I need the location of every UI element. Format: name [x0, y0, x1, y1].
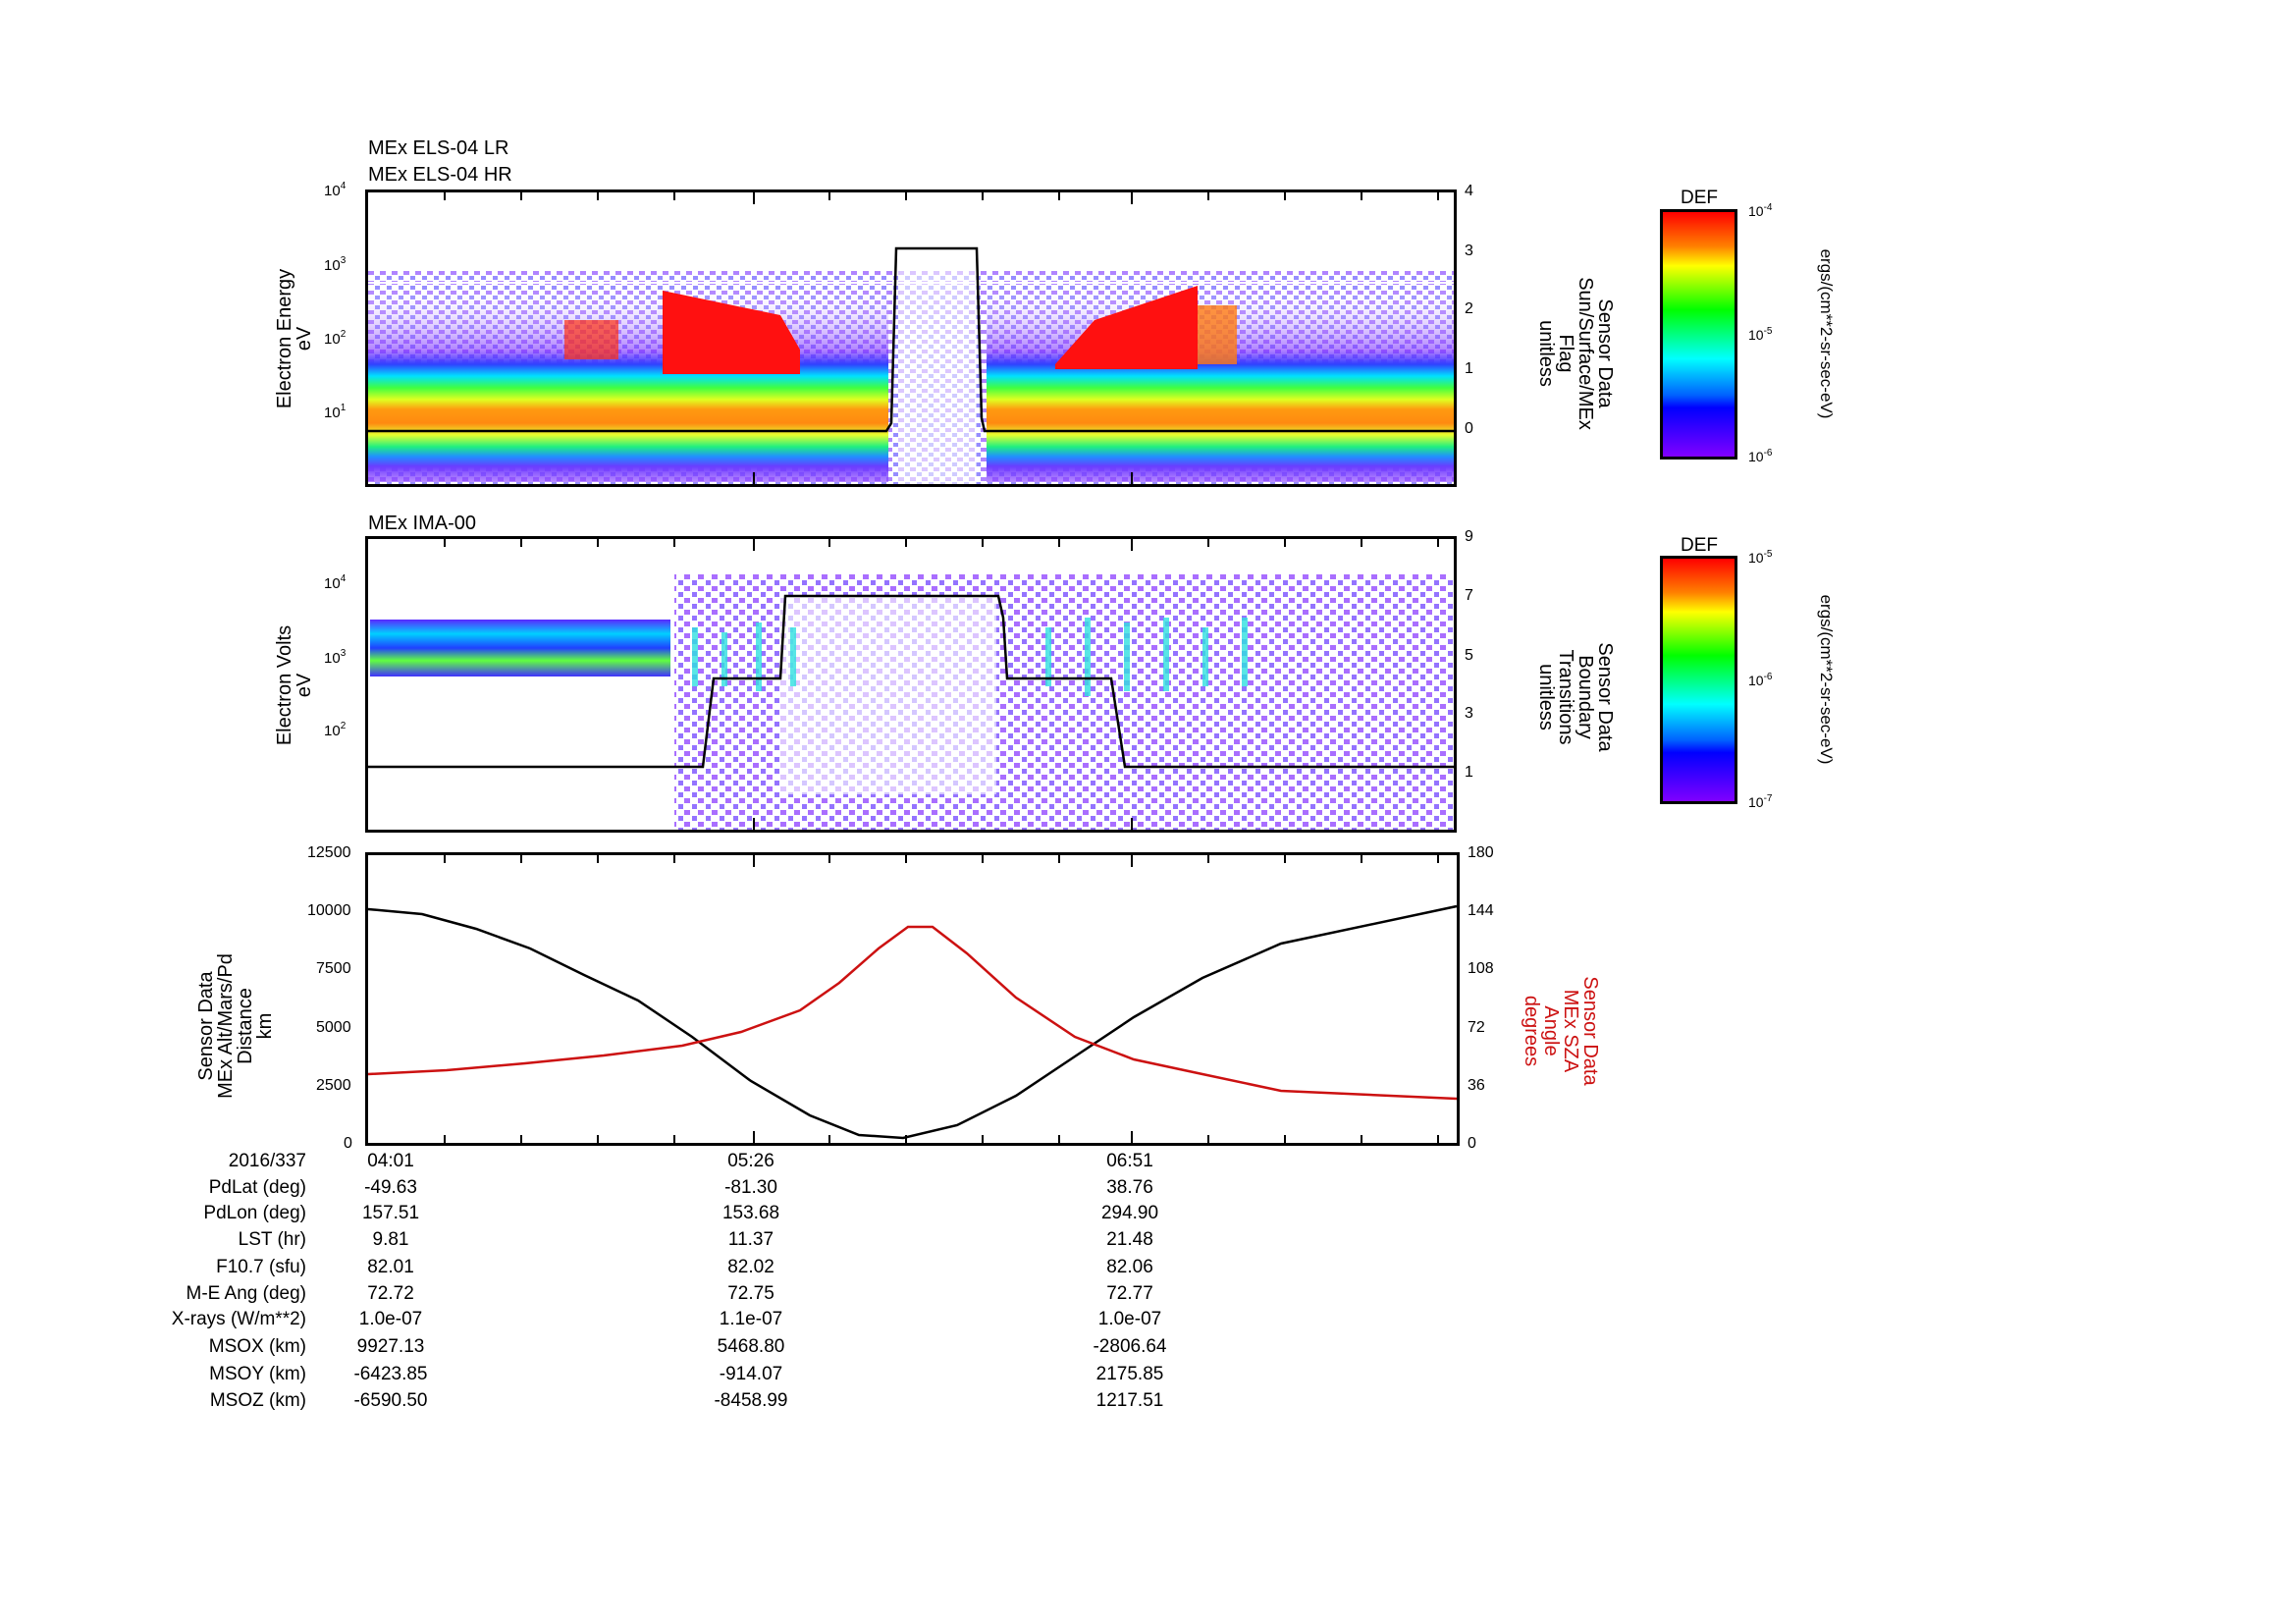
bottom-panel-right-label: Sensor Data MEx SZA Angle degrees — [1521, 976, 1601, 1086]
row-label: F10.7 (sfu) — [216, 1257, 306, 1277]
mid-rtick-9: 9 — [1465, 528, 1473, 545]
row-value: -81.30 — [724, 1177, 777, 1198]
row-value: 1.1e-07 — [719, 1309, 783, 1329]
row-value: 11.37 — [727, 1229, 774, 1250]
row-value: 1217.51 — [1095, 1390, 1164, 1411]
colorbar-2-units: ergs/(cm**2-sr-sec-eV) — [1817, 594, 1836, 765]
top-panel-ylabel: Electron Energy eV — [274, 268, 315, 409]
row-value: 294.90 — [1100, 1203, 1159, 1223]
colorbar-1-max: 10-4 — [1748, 202, 1773, 219]
mid-panel-ylabel: Electron Volts eV — [274, 624, 315, 746]
row-value: -2806.64 — [1093, 1336, 1167, 1357]
top-ytick-10e3: 103 — [324, 255, 347, 274]
bottom-rtick-72: 72 — [1468, 1019, 1485, 1036]
row-value: 153.68 — [721, 1203, 780, 1223]
row-value: 72.75 — [727, 1283, 774, 1304]
mid-rtick-1: 1 — [1465, 764, 1473, 781]
row-label: MSOY (km) — [209, 1364, 306, 1384]
time-label-3: 06:51 — [1106, 1151, 1153, 1171]
row-value: -49.63 — [364, 1177, 417, 1198]
mid-ytick-10e2: 102 — [324, 721, 347, 739]
bottom-rtick-144: 144 — [1468, 902, 1494, 919]
mid-ytick-10e4: 104 — [324, 573, 347, 592]
top-panel-right-label: Sensor Data Sun/Surface/MEx Flag unitless — [1535, 277, 1616, 430]
bottom-line-panel — [365, 852, 1460, 1146]
row-value: 157.51 — [361, 1203, 420, 1223]
row-label: MSOX (km) — [208, 1336, 306, 1357]
bottom-ytick-10000: 10000 — [307, 902, 351, 919]
row-value: 38.76 — [1106, 1177, 1153, 1198]
bottom-rtick-108: 108 — [1468, 960, 1494, 977]
row-value: 2175.85 — [1095, 1364, 1164, 1384]
mid-rtick-3: 3 — [1465, 705, 1473, 722]
row-value: 82.01 — [367, 1257, 414, 1277]
top-panel-title-2: MEx ELS-04 HR — [368, 164, 512, 186]
top-spectrogram-graphic — [368, 192, 1454, 484]
top-rtick-1: 1 — [1465, 360, 1473, 377]
top-panel-title-1: MEx ELS-04 LR — [368, 137, 509, 159]
row-value: 1.0e-07 — [358, 1309, 423, 1329]
time-label-1: 04:01 — [367, 1151, 414, 1171]
bottom-rtick-36: 36 — [1468, 1077, 1485, 1094]
mid-panel-right-label: Sensor Data Boundary Transitions unitless — [1535, 642, 1616, 752]
mid-rtick-7: 7 — [1465, 587, 1473, 604]
top-rtick-3: 3 — [1465, 243, 1473, 259]
bottom-rtick-0: 0 — [1468, 1135, 1476, 1152]
mid-panel-title: MEx IMA-00 — [368, 513, 477, 534]
bottom-ytick-0: 0 — [344, 1135, 352, 1152]
bottom-ytick-2500: 2500 — [316, 1077, 351, 1094]
row-label: PdLon (deg) — [203, 1203, 306, 1223]
top-ytick-10e1: 101 — [324, 403, 347, 421]
colorbar-1-min: 10-6 — [1748, 448, 1773, 464]
row-value: 82.06 — [1106, 1257, 1153, 1277]
row-value: 82.02 — [727, 1257, 774, 1277]
row-label: X-rays (W/m**2) — [171, 1309, 306, 1329]
time-label-2: 05:26 — [727, 1151, 774, 1171]
row-value: 72.72 — [367, 1283, 414, 1304]
top-rtick-0: 0 — [1465, 420, 1473, 437]
row-value: -914.07 — [719, 1364, 783, 1384]
row-value: -6590.50 — [353, 1390, 428, 1411]
top-ytick-10e4: 104 — [324, 181, 347, 199]
row-value: 72.77 — [1106, 1283, 1153, 1304]
top-ytick-10e2: 102 — [324, 329, 347, 348]
row-value: -6423.85 — [353, 1364, 428, 1384]
colorbar-2-mid: 10-6 — [1748, 672, 1773, 688]
top-spectrogram-panel — [365, 189, 1457, 487]
colorbar-2-min: 10-7 — [1748, 793, 1773, 810]
row-value: 21.48 — [1106, 1229, 1153, 1250]
top-rtick-4: 4 — [1465, 183, 1473, 199]
row-label: PdLat (deg) — [208, 1177, 306, 1198]
row-label: M-E Ang (deg) — [186, 1283, 307, 1304]
mid-ytick-10e3: 103 — [324, 648, 347, 667]
colorbar-1-mid: 10-5 — [1748, 326, 1773, 343]
bottom-rtick-180: 180 — [1468, 844, 1494, 861]
colorbar-1 — [1660, 209, 1737, 460]
bottom-line-graphic — [367, 855, 1458, 1143]
row-value: 1.0e-07 — [1097, 1309, 1162, 1329]
row-value: 9927.13 — [356, 1336, 425, 1357]
ephemeris-date: 2016/337 — [228, 1151, 306, 1171]
row-value: 9.81 — [372, 1229, 409, 1250]
colorbar-1-units: ergs/(cm**2-sr-sec-eV) — [1817, 248, 1836, 419]
bottom-ytick-5000: 5000 — [316, 1019, 351, 1036]
colorbar-1-title: DEF — [1681, 188, 1718, 208]
top-rtick-2: 2 — [1465, 300, 1473, 317]
bottom-panel-ylabel: Sensor Data MEx Alt/Mars/Pd Distance km — [195, 953, 276, 1099]
mid-spectrogram-panel — [365, 536, 1457, 833]
bottom-ytick-12500: 12500 — [307, 844, 351, 861]
mid-spectrogram-graphic — [368, 539, 1454, 830]
colorbar-2-title: DEF — [1681, 535, 1718, 556]
mid-rtick-5: 5 — [1465, 647, 1473, 664]
row-label: MSOZ (km) — [209, 1390, 306, 1411]
row-value: -8458.99 — [714, 1390, 788, 1411]
bottom-ytick-7500: 7500 — [316, 960, 351, 977]
colorbar-2-max: 10-5 — [1748, 549, 1773, 566]
row-label: LST (hr) — [238, 1229, 306, 1250]
row-value: 5468.80 — [717, 1336, 785, 1357]
colorbar-2 — [1660, 556, 1737, 804]
